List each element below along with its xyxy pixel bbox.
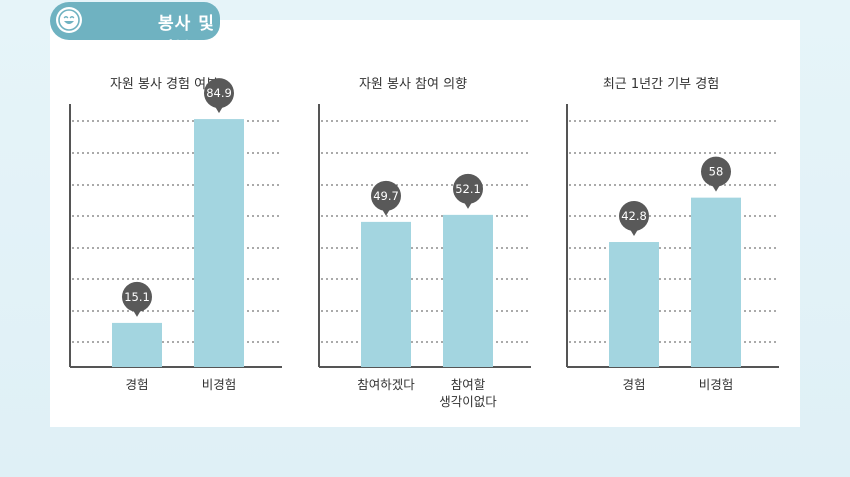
value-callout [453, 173, 483, 204]
chart-title: 자원 봉사 참여 의향 [359, 77, 467, 92]
data-label: 49.7 [373, 189, 399, 203]
content-panel [50, 20, 800, 427]
section-badge: 봉사 및 기부 [50, 2, 220, 59]
bar [691, 197, 741, 367]
section-title: 봉사 및 기부 [158, 14, 215, 59]
value-callout [371, 180, 401, 211]
bar [443, 214, 493, 367]
value-callout [122, 281, 152, 312]
bar [194, 119, 244, 367]
bar [609, 242, 659, 367]
tick-label: 참여할 생각이없다 [439, 377, 497, 409]
tick-label: 경험 [622, 377, 645, 392]
bar [112, 322, 162, 367]
data-label: 84.9 [206, 86, 232, 100]
data-label: 42.8 [621, 209, 647, 223]
tick-label: 경험 [125, 377, 148, 392]
value-callout [204, 78, 234, 109]
chart-title: 최근 1년간 기부 경험 [603, 77, 719, 92]
data-label: 52.1 [455, 182, 481, 196]
data-label: 15.1 [124, 290, 150, 304]
tick-label: 비경험 [699, 377, 734, 392]
tick-label: 참여하겠다 [357, 377, 415, 392]
value-callout [619, 201, 649, 232]
chart-title: 자원 봉사 경험 여부 [110, 77, 218, 92]
data-label: 58 [709, 165, 724, 179]
smiley-face-icon [56, 7, 82, 33]
tick-label: 비경험 [202, 377, 237, 392]
bar [361, 221, 411, 367]
value-callout [701, 156, 731, 187]
